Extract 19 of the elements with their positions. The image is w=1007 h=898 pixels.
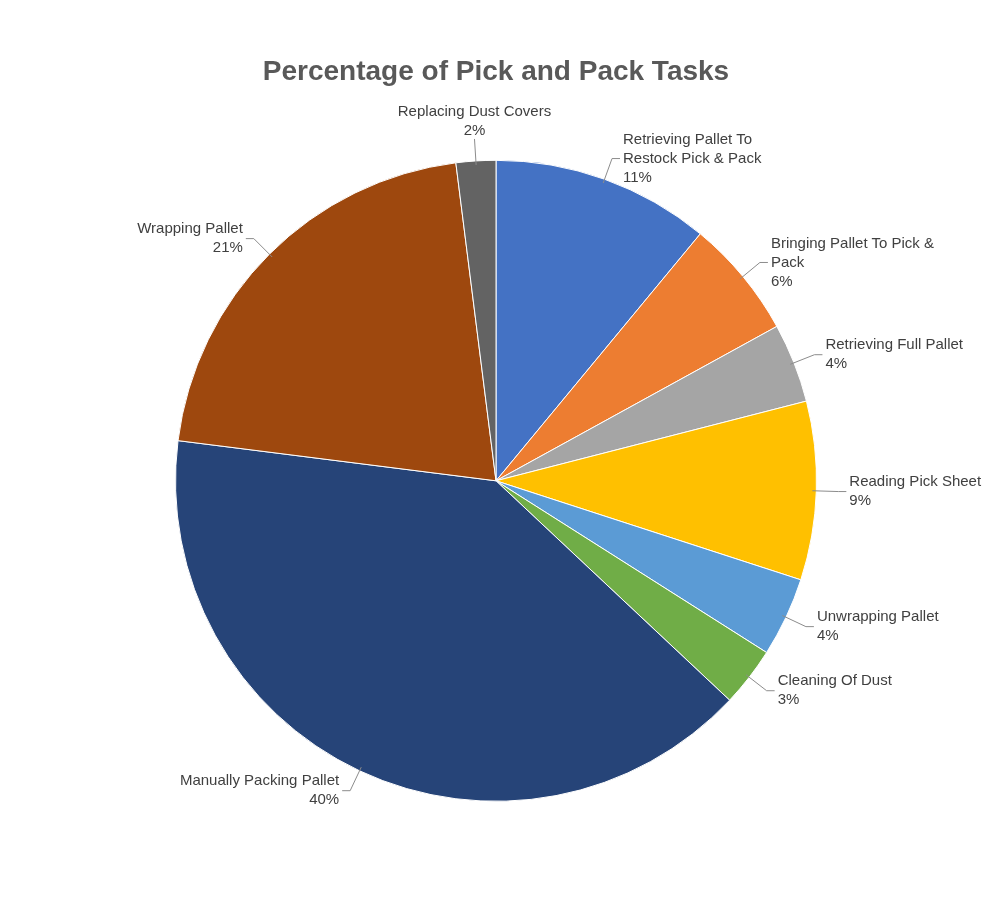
data-label: 21% xyxy=(212,238,243,256)
data-label: 2% xyxy=(463,121,486,139)
data-label: 40% xyxy=(309,790,340,808)
slice-label: Unwrapping Pallet xyxy=(816,607,940,625)
data-label: 11% xyxy=(623,167,652,185)
slice-label: Bringing Pallet To Pick & Pack xyxy=(770,233,935,270)
slice-label: Retrieving Full Pallet xyxy=(825,335,964,353)
data-label: 4% xyxy=(825,354,848,372)
slice-label: Wrapping Pallet xyxy=(137,219,244,237)
slice-label: Replacing Dust Covers xyxy=(397,102,552,120)
chart-title: Percentage of Pick and Pack Tasks xyxy=(262,54,730,86)
data-label: 3% xyxy=(777,690,800,708)
data-label: 6% xyxy=(770,271,793,289)
slice-label: Retrieving Pallet To Restock Pick & Pack xyxy=(623,129,762,166)
slice-label: Cleaning Of Dust xyxy=(777,671,893,689)
slice-label: Manually Packing Pallet xyxy=(179,771,340,789)
slice-label: Reading Pick Sheet xyxy=(849,472,982,490)
data-label: 9% xyxy=(849,491,872,509)
data-label: 4% xyxy=(816,626,839,644)
